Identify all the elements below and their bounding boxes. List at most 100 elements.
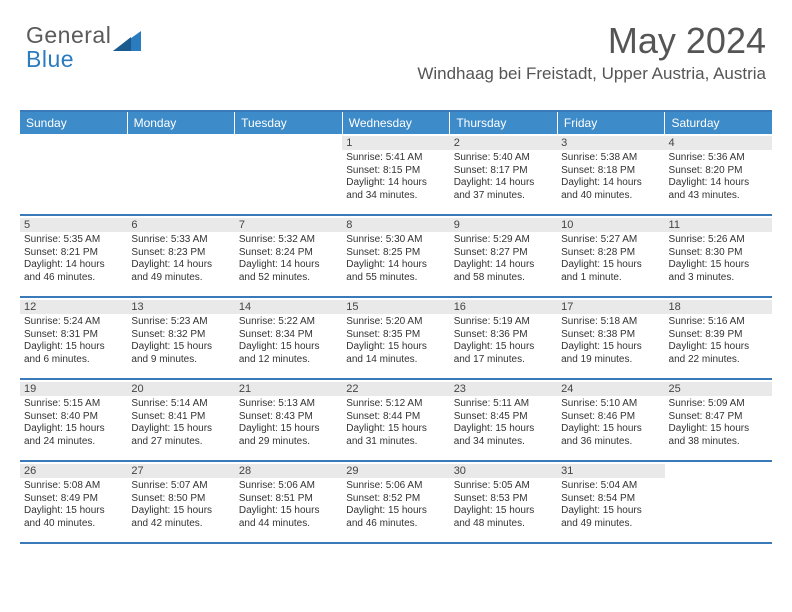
day-number: 4	[665, 136, 772, 150]
day-dl1: Daylight: 14 hours	[669, 177, 768, 190]
day-sunset: Sunset: 8:24 PM	[239, 247, 338, 260]
day-dl1: Daylight: 15 hours	[454, 505, 553, 518]
day-sunrise: Sunrise: 5:26 AM	[669, 234, 768, 247]
day-dl2: and 24 minutes.	[24, 436, 123, 449]
day-number: 11	[665, 218, 772, 232]
day-sunset: Sunset: 8:23 PM	[131, 247, 230, 260]
day-cell: 6Sunrise: 5:33 AMSunset: 8:23 PMDaylight…	[127, 216, 234, 296]
day-number: 9	[450, 218, 557, 232]
day-dl1: Daylight: 15 hours	[131, 505, 230, 518]
day-dl2: and 43 minutes.	[669, 190, 768, 203]
day-sunset: Sunset: 8:43 PM	[239, 411, 338, 424]
day-dl1: Daylight: 15 hours	[454, 341, 553, 354]
day-number: 25	[665, 382, 772, 396]
day-cell: 9Sunrise: 5:29 AMSunset: 8:27 PMDaylight…	[450, 216, 557, 296]
day-cell: 17Sunrise: 5:18 AMSunset: 8:38 PMDayligh…	[557, 298, 664, 378]
day-number: 6	[127, 218, 234, 232]
day-cell: 24 Sunrise: 5:10 AMSunset: 8:46 PMDayligh…	[557, 380, 664, 460]
day-dl2: and 44 minutes.	[239, 518, 338, 531]
day-cell: 11Sunrise: 5:26 AMSunset: 8:30 PMDayligh…	[665, 216, 772, 296]
day-cell: 15Sunrise: 5:20 AMSunset: 8:35 PMDayligh…	[342, 298, 449, 378]
day-number: 21	[235, 382, 342, 396]
day-dl2: and 3 minutes.	[669, 272, 768, 285]
day-number: 10	[557, 218, 664, 232]
day-number: 5	[20, 218, 127, 232]
day-number: 24	[557, 382, 664, 396]
day-number: 1	[342, 136, 449, 150]
day-dl2: and 58 minutes.	[454, 272, 553, 285]
day-number: 2	[450, 136, 557, 150]
day-dl1: Daylight: 15 hours	[346, 341, 445, 354]
day-number: 13	[127, 300, 234, 314]
day-sunset: Sunset: 8:40 PM	[24, 411, 123, 424]
week-row: 26Sunrise: 5:08 AMSunset: 8:49 PMDayligh…	[20, 462, 772, 544]
day-sunset: Sunset: 8:31 PM	[24, 329, 123, 342]
day-sunrise: Sunrise: 5:40 AM	[454, 152, 553, 165]
day-number: 8	[342, 218, 449, 232]
calendar-body: 1Sunrise: 5:41 AMSunset: 8:15 PMDaylight…	[20, 134, 772, 544]
day-sunset: Sunset: 8:21 PM	[24, 247, 123, 260]
day-dl1: Daylight: 15 hours	[561, 341, 660, 354]
day-cell: 31Sunrise: 5:04 AMSunset: 8:54 PMDayligh…	[557, 462, 664, 542]
day-dl2: and 14 minutes.	[346, 354, 445, 367]
day-dl2: and 49 minutes.	[131, 272, 230, 285]
day-dl1: Daylight: 15 hours	[561, 259, 660, 272]
day-cell: 19Sunrise: 5:15 AMSunset: 8:40 PMDayligh…	[20, 380, 127, 460]
day-dl1: Daylight: 15 hours	[561, 423, 660, 436]
day-dl1: Daylight: 15 hours	[346, 423, 445, 436]
day-number: 18	[665, 300, 772, 314]
day-dl2: and 19 minutes.	[561, 354, 660, 367]
day-sunset: Sunset: 8:39 PM	[669, 329, 768, 342]
day-dl1: Daylight: 14 hours	[561, 177, 660, 190]
day-sunrise: Sunrise: 5:12 AM	[346, 398, 445, 411]
day-sunset: Sunset: 8:20 PM	[669, 165, 768, 178]
day-sunset: Sunset: 8:17 PM	[454, 165, 553, 178]
day-cell: 12Sunrise: 5:24 AMSunset: 8:31 PMDayligh…	[20, 298, 127, 378]
day-sunrise: Sunrise: 5:20 AM	[346, 316, 445, 329]
day-dl2: and 31 minutes.	[346, 436, 445, 449]
day-dl1: Daylight: 15 hours	[346, 505, 445, 518]
day-number: 19	[20, 382, 127, 396]
day-sunset: Sunset: 8:52 PM	[346, 493, 445, 506]
day-sunrise: Sunrise: 5:09 AM	[669, 398, 768, 411]
week-row: 12Sunrise: 5:24 AMSunset: 8:31 PMDayligh…	[20, 298, 772, 380]
day-sunset: Sunset: 8:32 PM	[131, 329, 230, 342]
day-dl1: Daylight: 15 hours	[239, 423, 338, 436]
day-sunrise: Sunrise: 5:04 AM	[561, 480, 660, 493]
day-sunset: Sunset: 8:45 PM	[454, 411, 553, 424]
calendar: SundayMondayTuesdayWednesdayThursdayFrid…	[20, 110, 772, 544]
day-sunset: Sunset: 8:36 PM	[454, 329, 553, 342]
day-header: Saturday	[665, 112, 772, 134]
day-dl1: Daylight: 15 hours	[131, 341, 230, 354]
day-dl1: Daylight: 15 hours	[561, 505, 660, 518]
day-sunrise: Sunrise: 5:13 AM	[239, 398, 338, 411]
day-number: 22	[342, 382, 449, 396]
day-dl2: and 48 minutes.	[454, 518, 553, 531]
day-dl2: and 17 minutes.	[454, 354, 553, 367]
day-dl2: and 40 minutes.	[561, 190, 660, 203]
day-dl2: and 36 minutes.	[561, 436, 660, 449]
day-number: 15	[342, 300, 449, 314]
day-dl2: and 37 minutes.	[454, 190, 553, 203]
calendar-header-row: SundayMondayTuesdayWednesdayThursdayFrid…	[20, 112, 772, 134]
day-cell: 25Sunrise: 5:09 AMSunset: 8:47 PMDayligh…	[665, 380, 772, 460]
day-dl1: Daylight: 15 hours	[24, 341, 123, 354]
day-dl1: Daylight: 14 hours	[346, 259, 445, 272]
day-sunrise: Sunrise: 5:16 AM	[669, 316, 768, 329]
day-dl2: and 12 minutes.	[239, 354, 338, 367]
day-cell: 2 Sunrise: 5:40 AMSunset: 8:17 PMDaylight…	[450, 134, 557, 214]
day-dl1: Daylight: 14 hours	[454, 177, 553, 190]
day-cell: 13Sunrise: 5:23 AMSunset: 8:32 PMDayligh…	[127, 298, 234, 378]
day-sunset: Sunset: 8:46 PM	[561, 411, 660, 424]
day-sunrise: Sunrise: 5:10 AM	[561, 398, 660, 411]
day-dl1: Daylight: 14 hours	[346, 177, 445, 190]
day-header: Wednesday	[343, 112, 451, 134]
day-dl1: Daylight: 15 hours	[669, 259, 768, 272]
day-cell: 14Sunrise: 5:22 AMSunset: 8:34 PMDayligh…	[235, 298, 342, 378]
day-cell	[665, 462, 772, 542]
day-dl2: and 1 minute.	[561, 272, 660, 285]
brand-triangle-icon	[113, 31, 141, 51]
day-sunrise: Sunrise: 5:35 AM	[24, 234, 123, 247]
day-cell: 10Sunrise: 5:27 AMSunset: 8:28 PMDayligh…	[557, 216, 664, 296]
day-dl2: and 46 minutes.	[346, 518, 445, 531]
